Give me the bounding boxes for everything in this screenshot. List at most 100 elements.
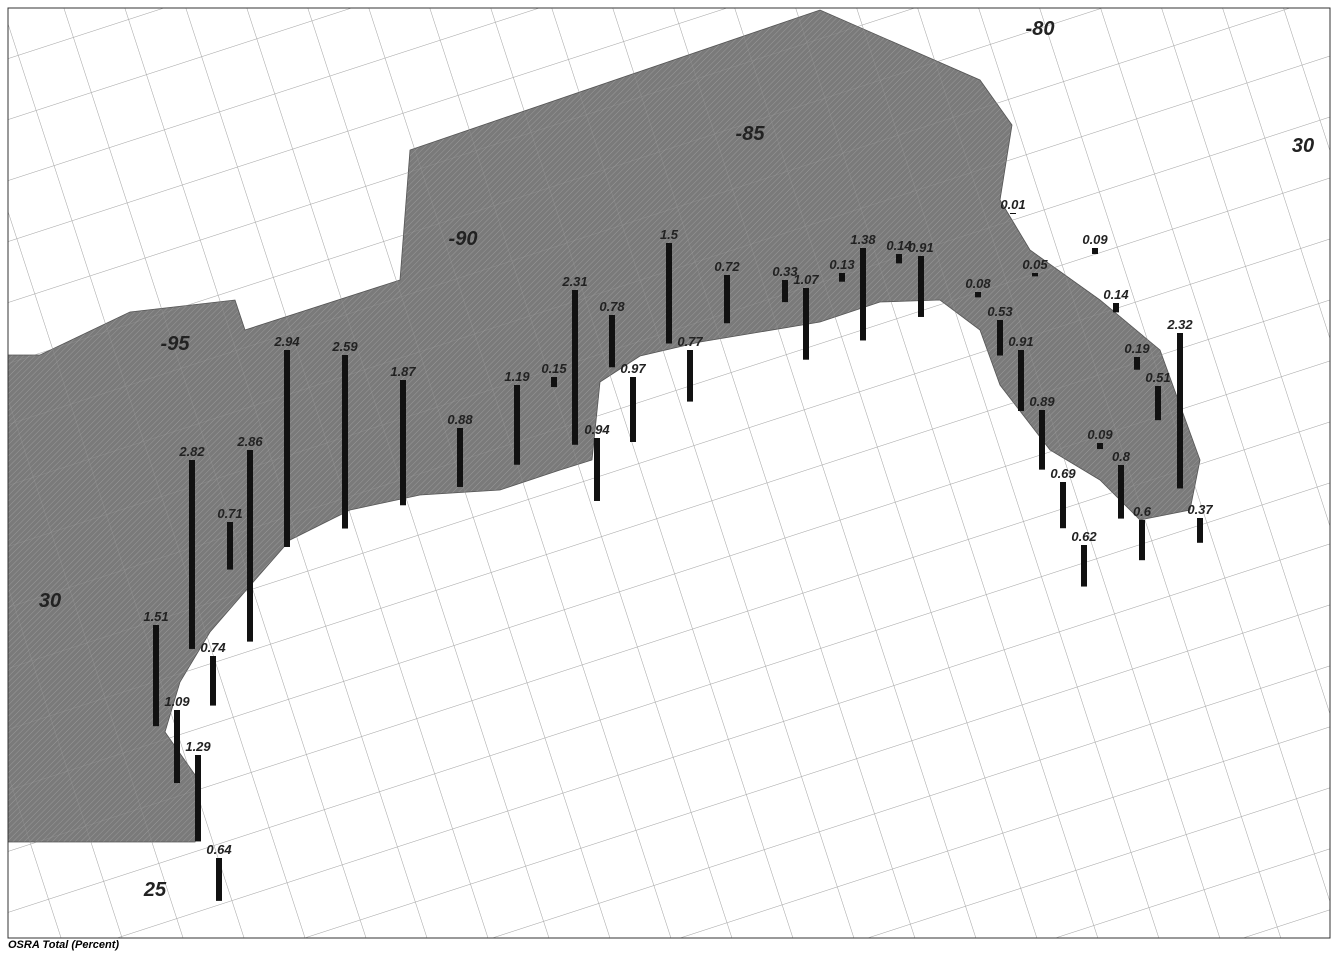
bar-label: 0.14 [886, 238, 912, 253]
bar-label: 0.72 [714, 259, 740, 274]
bar [247, 450, 253, 642]
bar-label: 0.62 [1071, 529, 1097, 544]
bar [195, 755, 201, 842]
bar-label: 0.6 [1133, 504, 1152, 519]
bar [210, 656, 216, 706]
bar-label: 2.31 [561, 274, 587, 289]
bar-label: 0.05 [1022, 257, 1048, 272]
bar-label: 0.09 [1087, 427, 1113, 442]
bar-label: 0.01 [1000, 197, 1025, 212]
bar [1134, 357, 1140, 370]
bar [803, 288, 809, 360]
bar [153, 625, 159, 727]
bar [342, 355, 348, 529]
bar [1092, 248, 1098, 255]
bar [997, 320, 1003, 356]
bar [687, 350, 693, 402]
grid-label: -90 [449, 228, 478, 250]
bar [609, 315, 615, 368]
bar-label: 0.89 [1029, 394, 1055, 409]
bar [1177, 333, 1183, 489]
bar [1118, 465, 1124, 519]
bar-label: 0.14 [1103, 287, 1129, 302]
bar [975, 292, 981, 298]
bar [782, 280, 788, 303]
bar-label: 0.77 [677, 334, 703, 349]
bar [1097, 443, 1103, 450]
bar [174, 710, 180, 784]
grid-label: -95 [161, 333, 191, 355]
grid-label: -85 [736, 123, 766, 145]
bar-label: 0.19 [1124, 341, 1150, 356]
bar [1139, 520, 1145, 561]
bar-label: 1.87 [390, 364, 416, 379]
bar [1060, 482, 1066, 529]
bar [1018, 350, 1024, 411]
bar-label: 0.8 [1112, 449, 1131, 464]
bar [1155, 386, 1161, 421]
bar-label: 0.09 [1082, 232, 1108, 247]
bar-label: 0.94 [584, 422, 610, 437]
bar [227, 522, 233, 570]
bar-label: 0.53 [987, 304, 1013, 319]
land-grid [8, 8, 1330, 938]
bar [514, 385, 520, 465]
bar [630, 377, 636, 442]
bar [918, 256, 924, 317]
bar [457, 428, 463, 487]
grid-label: -80 [1026, 18, 1055, 40]
bar-label: 2.86 [236, 434, 263, 449]
bar-label: 0.74 [200, 640, 226, 655]
bar-label: 0.37 [1187, 502, 1213, 517]
grid-label: 25 [143, 879, 167, 901]
bar-label: 0.69 [1050, 466, 1076, 481]
bar-label: 1.38 [850, 232, 876, 247]
bar-label: 0.91 [908, 240, 933, 255]
bar-label: 0.71 [217, 506, 242, 521]
bar [860, 248, 866, 341]
bar-label: 1.09 [164, 694, 190, 709]
bar [1081, 545, 1087, 587]
bar [189, 460, 195, 649]
bar [216, 858, 222, 901]
bar-label: 2.94 [273, 334, 300, 349]
bar-label: 1.29 [185, 739, 211, 754]
bar-label: 0.51 [1145, 370, 1170, 385]
bar-label: 0.33 [772, 264, 798, 279]
bar-label: 0.88 [447, 412, 473, 427]
bar [400, 380, 406, 506]
bar [724, 275, 730, 324]
bar [1113, 303, 1119, 313]
bar [1197, 518, 1203, 543]
bar-label: 1.07 [793, 272, 819, 287]
bar [572, 290, 578, 445]
bar-label: 1.5 [660, 227, 679, 242]
bar-label: 0.64 [206, 842, 232, 857]
bar [594, 438, 600, 501]
caption: OSRA Total (Percent) [8, 939, 119, 951]
bar [896, 254, 902, 264]
bar [284, 350, 290, 547]
grid-label: 30 [39, 590, 61, 612]
bar-label: 2.82 [178, 444, 205, 459]
bar-label: 0.13 [829, 257, 855, 272]
bar [1039, 410, 1045, 470]
grid-label: 30 [1292, 135, 1314, 157]
bar-label: 0.08 [965, 276, 991, 291]
bar [551, 377, 557, 388]
bar-label: 0.78 [599, 299, 625, 314]
bar-label: 0.91 [1008, 334, 1033, 349]
bar-label: 0.97 [620, 361, 646, 376]
bar [1032, 273, 1038, 277]
bar-label: 2.59 [331, 339, 358, 354]
bar-label: 1.51 [143, 609, 168, 624]
bar-label: 2.32 [1166, 317, 1193, 332]
bar [839, 273, 845, 282]
bar-label: 1.19 [504, 369, 530, 384]
frame [7, 7, 1331, 939]
bar [1010, 213, 1016, 214]
bar-label: 0.15 [541, 361, 567, 376]
bar [666, 243, 672, 344]
